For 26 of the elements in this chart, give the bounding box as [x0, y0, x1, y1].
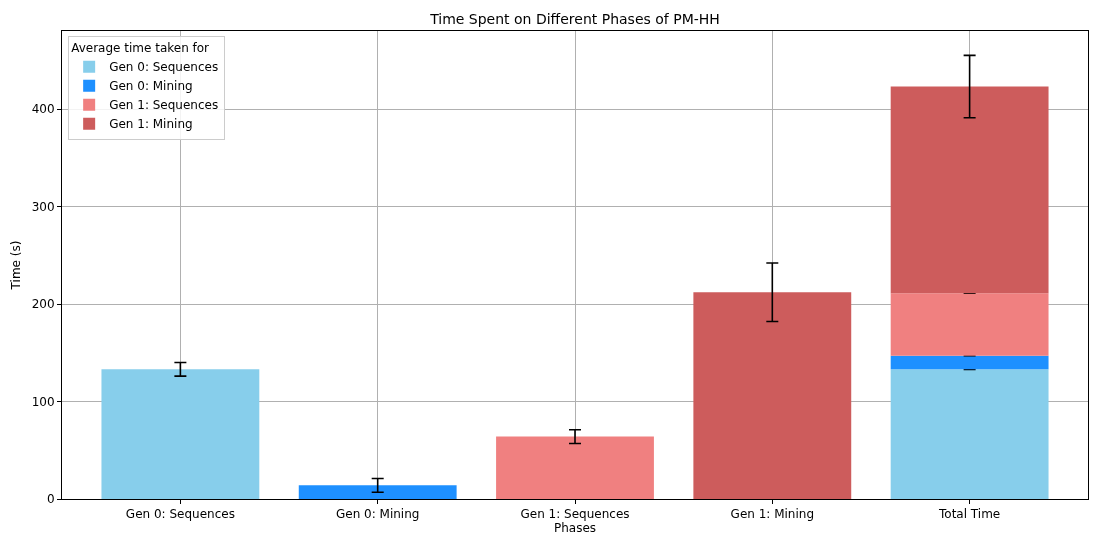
bar: [890, 293, 1049, 356]
x-tick-label: Gen 1: Mining: [730, 507, 815, 522]
x-axis-title: Phases: [553, 521, 597, 536]
legend-label: Gen 0: Sequences: [109, 60, 219, 75]
legend-label: Gen 1: Sequences: [109, 98, 219, 113]
y-tick-label: 300: [31, 199, 55, 214]
legend-label: Gen 0: Mining: [109, 79, 193, 94]
chart-title: Time Spent on Different Phases of PM-HH: [429, 10, 720, 27]
x-tick-label: Gen 1: Sequences: [520, 507, 630, 522]
bar: [890, 355, 1049, 370]
bar: [693, 292, 852, 499]
y-axis-title: Time (s): [8, 240, 23, 291]
x-tick-label: Total Time: [938, 507, 1001, 522]
bar: [890, 86, 1049, 294]
y-tick-label: 400: [31, 102, 55, 117]
bar: [298, 485, 457, 499]
x-tick-label: Gen 0: Mining: [335, 507, 420, 522]
y-tick-label: 100: [31, 394, 55, 409]
legend-label: Gen 1: Mining: [109, 117, 193, 132]
x-tick-label: Gen 0: Sequences: [125, 507, 235, 522]
y-tick-label: 0: [46, 492, 55, 507]
y-tick-label: 200: [31, 297, 55, 312]
bar: [890, 369, 1049, 499]
bar: [496, 436, 654, 499]
bar: [101, 369, 260, 499]
legend-title: Average time taken for: [71, 41, 210, 56]
